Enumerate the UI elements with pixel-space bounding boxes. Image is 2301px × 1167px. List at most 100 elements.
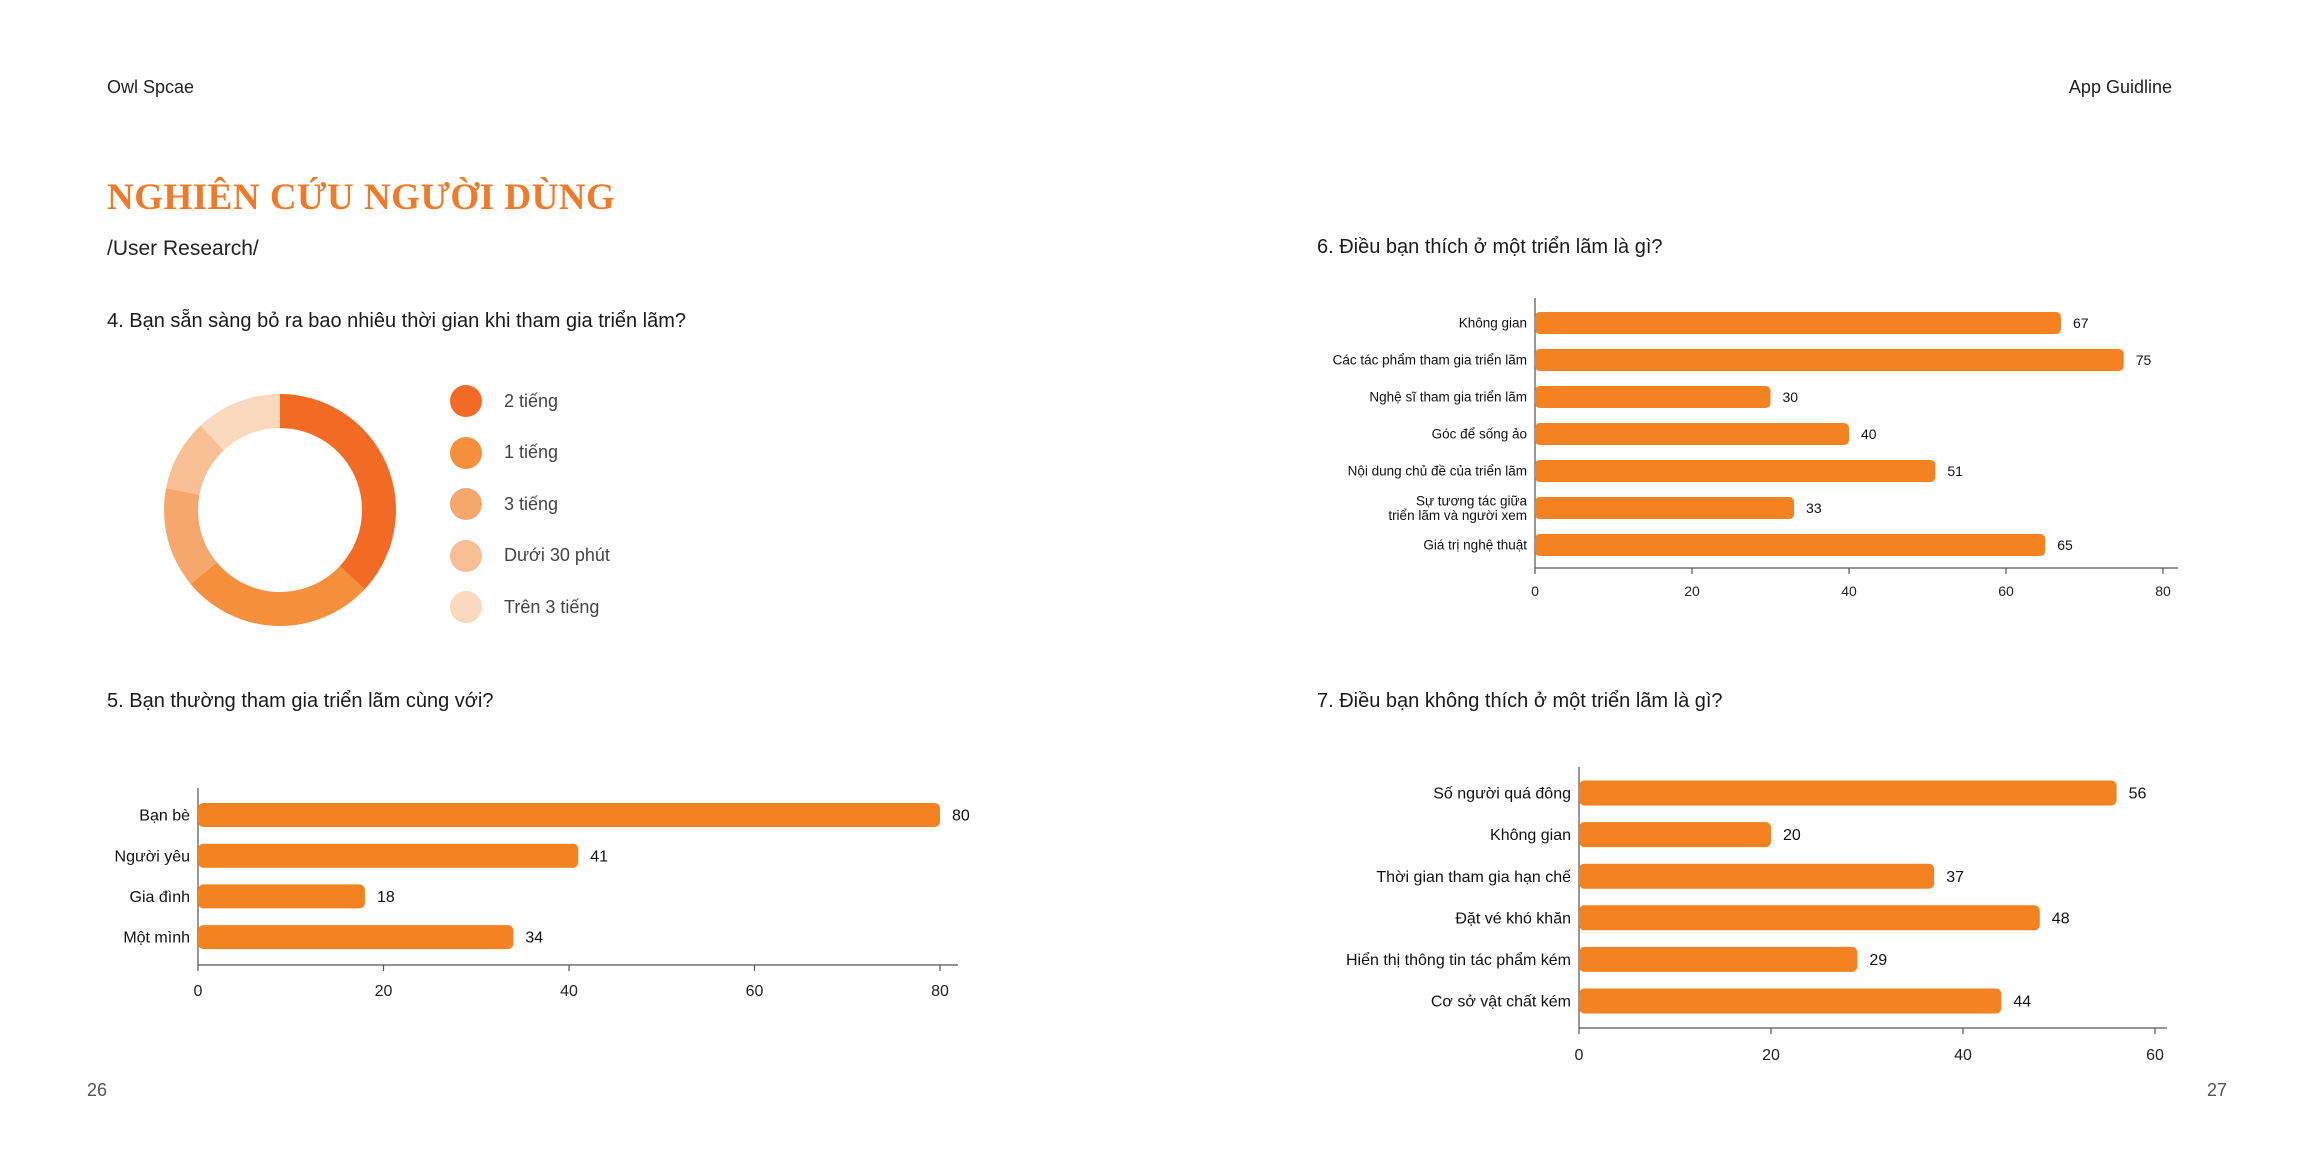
x-tick-label-60: 60 [2146, 1047, 2164, 1064]
bar-thoi-gian-tham-gia-han-che [1579, 863, 1935, 889]
bar-co-so-vat-chat-kem [1579, 988, 2002, 1014]
value-label-cac-tac-pham-tham-gia-trien-lam: 75 [2136, 352, 2152, 368]
legend-item-duoi-30-phut: Dưới 30 phút [450, 539, 610, 572]
category-label-co-so-vat-chat-kem: Cơ sở vật chất kém [1431, 994, 1571, 1011]
value-label-co-so-vat-chat-kem: 44 [2013, 994, 2031, 1011]
bar-chart-q7: 0 20 40 60 56 Số người quá đông 20 Không gian 37… [1346, 767, 2167, 1064]
legend-item-tren-3-tieng: Trên 3 tiếng [450, 591, 599, 623]
legend-item-3-tieng: 3 tiếng [450, 488, 558, 520]
category-label-so-nguoi-qua-dong: Số người quá đông [1433, 786, 1571, 803]
legend-item-1-tieng: 1 tiếng [450, 436, 559, 469]
page-title: NGHIÊN CỨU NGƯỜI DÙNG [107, 177, 616, 218]
bar-chart-q5: 0 20 40 60 80 80 Bạn bè 41 Người yêu 18 Gia đình 34… [115, 788, 970, 1000]
value-label-thoi-gian-tham-gia-han-che: 37 [1946, 869, 1964, 886]
bar-nghe-si-tham-gia-trien-lam [1535, 386, 1771, 408]
value-label-gia-tri-nghe-thuat: 65 [2057, 537, 2073, 553]
category-label-mot-minh: Một mình [123, 930, 190, 947]
bar-nguoi-yeu [198, 843, 579, 868]
category-label-thoi-gian-tham-gia-han-che: Thời gian tham gia hạn chế [1376, 869, 1571, 886]
bar-ban-be [198, 803, 940, 827]
page-number-left: 26 [87, 1080, 108, 1100]
question-4: 4. Bạn sẵn sàng bỏ ra bao nhiêu thời gia… [107, 310, 687, 332]
value-label-gia-dinh: 18 [377, 889, 395, 906]
value-label-noi-dung-chu-de-cua-trien-lam: 51 [1947, 463, 1963, 479]
x-tick-label-60: 60 [746, 983, 764, 1000]
category-label-noi-dung-chu-de-cua-trien-lam: Nội dung chủ đề của triển lãm [1348, 464, 1527, 479]
category-label-goc-de-song-ao: Góc để sống ảo [1432, 427, 1527, 442]
category-label-gia-dinh: Gia đình [130, 889, 190, 906]
bar-cac-tac-pham-tham-gia-trien-lam [1535, 349, 2124, 371]
x-tick-label-0: 0 [1575, 1047, 1584, 1064]
x-tick-label-20: 20 [375, 983, 393, 1000]
legend-swatch [450, 385, 482, 417]
donut-slice-2-tieng [280, 394, 396, 590]
bar-dat-ve-kho-khan [1579, 905, 2040, 931]
donut-slice-duoi-30-phut [166, 425, 224, 495]
donut-slice-3-tieng [164, 488, 217, 584]
bar-noi-dung-chu-de-cua-trien-lam [1535, 460, 1936, 482]
bar-hien-thi-thong-tin-tac-pham-kem [1579, 946, 1858, 972]
category-label-nguoi-yeu: Người yêu [115, 848, 190, 865]
category-label-su-tuong-tac-giua-trien-lam-va-nguoi-xem: Sự tương tác giữa triển lãm và người xem [1388, 493, 1527, 523]
value-label-mot-minh: 34 [525, 930, 543, 947]
legend-label: Dưới 30 phút [504, 545, 610, 565]
donut-slice-tren-3-tieng [200, 394, 280, 451]
legend-item-2-tieng: 2 tiếng [450, 385, 558, 417]
header-doc-title: App Guidline [2068, 77, 2172, 97]
value-label-hien-thi-thong-tin-tac-pham-kem: 29 [1869, 952, 1887, 969]
x-tick-label-40: 40 [1954, 1047, 1972, 1064]
value-label-nghe-si-tham-gia-trien-lam: 30 [1783, 389, 1799, 405]
bar-so-nguoi-qua-dong [1579, 780, 2117, 806]
page-number-right: 27 [2206, 1080, 2227, 1100]
value-label-su-tuong-tac-giua-trien-lam-va-nguoi-xem: 33 [1806, 500, 1822, 516]
bar-khong-gian [1535, 312, 2061, 334]
category-label-dat-ve-kho-khan: Đặt vé khó khăn [1455, 910, 1571, 927]
x-tick-label-60: 60 [1998, 583, 2014, 599]
legend-swatch [450, 591, 482, 623]
page-subtitle: /User Research/ [107, 237, 259, 260]
bar-chart-q6: 0 20 40 60 80 67 Không gian 75 Các tác phẩm tham… [1333, 298, 2178, 599]
bar-gia-dinh [198, 884, 365, 909]
legend-label: 2 tiếng [504, 390, 559, 411]
question-5: 5. Bạn thường tham gia triển lãm cùng vớ… [107, 690, 494, 712]
legend-swatch [450, 488, 482, 520]
donut-slice-1-tieng [190, 562, 365, 626]
donut-chart [164, 394, 396, 626]
x-tick-label-80: 80 [2155, 583, 2171, 599]
category-label-khong-gian: Không gian [1459, 316, 1527, 331]
bar-goc-de-song-ao [1535, 423, 1849, 445]
x-tick-label-0: 0 [194, 983, 203, 1000]
value-label-khong-gian: 67 [2073, 315, 2089, 331]
x-tick-label-40: 40 [1841, 583, 1857, 599]
bar-mot-minh [198, 925, 514, 950]
legend-label: 3 tiếng [504, 493, 559, 514]
category-label-hien-thi-thong-tin-tac-pham-kem: Hiển thị thông tin tác phẩm kém [1346, 951, 1571, 969]
value-label-ban-be: 80 [952, 808, 970, 825]
category-label-gia-tri-nghe-thuat: Giá trị nghệ thuật [1423, 538, 1527, 553]
category-label-ban-be: Bạn bè [139, 808, 190, 825]
category-label-khong-gian: Không gian [1490, 827, 1571, 844]
bar-gia-tri-nghe-thuat [1535, 534, 2046, 556]
value-label-nguoi-yeu: 41 [590, 848, 608, 865]
bar-khong-gian [1579, 822, 1771, 848]
question-6: 6. Điều bạn thích ở một triển lãm là gì? [1317, 236, 1663, 258]
category-label-cac-tac-pham-tham-gia-trien-lam: Các tác phẩm tham gia triển lãm [1333, 353, 1527, 368]
legend-swatch [450, 436, 482, 469]
question-7: 7. Điều bạn không thích ở một triển lãm … [1317, 690, 1723, 712]
legend-label: Trên 3 tiếng [504, 596, 600, 617]
x-tick-label-20: 20 [1762, 1047, 1780, 1064]
x-tick-label-80: 80 [931, 983, 949, 1000]
bar-su-tuong-tac-giua-trien-lam-va-nguoi-xem [1535, 497, 1795, 519]
category-label-nghe-si-tham-gia-trien-lam: Nghệ sĩ tham gia triển lãm [1369, 390, 1527, 405]
x-tick-label-40: 40 [560, 983, 578, 1000]
value-label-khong-gian: 20 [1783, 827, 1801, 844]
x-tick-label-20: 20 [1684, 583, 1700, 599]
x-tick-label-0: 0 [1531, 583, 1539, 599]
legend-label: 1 tiếng [504, 442, 559, 462]
value-label-goc-de-song-ao: 40 [1861, 426, 1877, 442]
value-label-so-nguoi-qua-dong: 56 [2129, 786, 2147, 803]
value-label-dat-ve-kho-khan: 48 [2052, 910, 2070, 927]
header-brand: Owl Spcae [107, 77, 195, 97]
donut-legend: 2 tiếng 1 tiếng 3 tiếng Dưới 30 phút Trên 3 … [450, 385, 750, 645]
legend-swatch [450, 539, 482, 572]
